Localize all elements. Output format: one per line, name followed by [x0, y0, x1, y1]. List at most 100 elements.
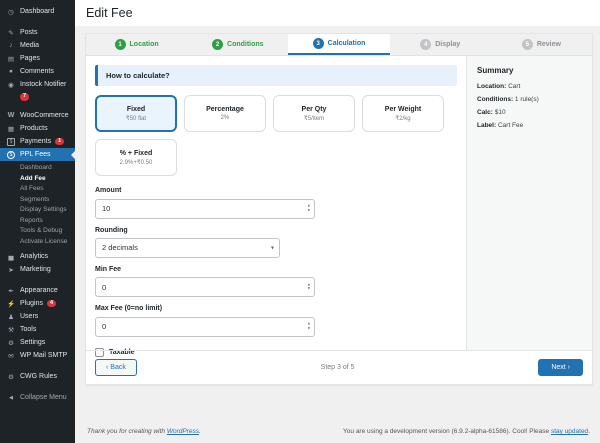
products-icon: ▦ [7, 125, 15, 133]
step-number-circle: 1 [114, 39, 126, 50]
submenu-item-segments[interactable]: Segments [20, 195, 50, 203]
amount-label: Amount [95, 187, 122, 194]
sidebar-item-wp-mail-smtp[interactable]: ✉ WP Mail SMTP [0, 349, 75, 362]
wizard-steps: 1 Location 2 Conditions 3 Calculation 4 … [86, 34, 592, 56]
sidebar-item-products[interactable]: ▦ Products [0, 122, 75, 135]
gear-icon: ⚙ [8, 373, 14, 381]
number-spinner-icon[interactable]: ▴ ▾ [307, 202, 310, 213]
sidebar-item-instock-notifier[interactable]: ◉ Instock Notifier [0, 78, 75, 91]
step-conditions[interactable]: 2 Conditions [187, 34, 288, 55]
step-indicator: Step 3 of 5 [320, 364, 355, 371]
payments-badge: 1 [55, 137, 65, 146]
collapse-arrow-icon: ◀ [9, 394, 13, 401]
woocommerce-icon: W [7, 112, 15, 119]
sidebar-item-collapse-menu[interactable]: ◀ Collapse Menu [0, 391, 75, 404]
step-display[interactable]: 4 Display [390, 34, 491, 55]
wordpress-link[interactable]: WordPress [166, 428, 200, 435]
admin-sidebar: ◷ Dashboard ✎ Posts ♪ Media ▤ Pages ● Co… [0, 0, 75, 443]
sidebar-item-cwg-rules[interactable]: ⚙ CWG Rules [0, 370, 75, 383]
submenu-item-activate-license[interactable]: Activate License [20, 237, 68, 245]
number-spinner-icon[interactable]: ▴ ▾ [307, 320, 310, 331]
footer-version-suffix: . [588, 428, 590, 435]
submenu-item-reports[interactable]: Reports [20, 216, 43, 224]
footer-version-prefix: You are using a development version (6.9… [343, 428, 551, 435]
sidebar-item-settings[interactable]: ⚙ Settings [0, 336, 75, 349]
method-card-percentage[interactable]: Percentage 2% [184, 95, 266, 132]
submenu-item-tools-debug[interactable]: Tools & Debug [20, 227, 63, 234]
sidebar-item-pages[interactable]: ▤ Pages [0, 52, 75, 65]
summary-row-calc: Calc: $10 [477, 109, 582, 116]
summary-key: Calc: [477, 109, 493, 116]
page-header: Edit Fee [75, 0, 600, 26]
step-label: Location [129, 41, 159, 48]
sidebar-item-ppl-fees[interactable]: $ PPL Fees [0, 148, 75, 161]
admin-footer: Thank you for creating with WordPress. Y… [75, 428, 600, 443]
min-fee-label: Min Fee [95, 265, 122, 273]
next-button[interactable]: Next › [538, 359, 583, 376]
step-label: Display [435, 41, 461, 48]
method-card-fixed[interactable]: Fixed ₹50 flat [95, 95, 177, 132]
sidebar-item-media[interactable]: ♪ Media [0, 39, 75, 52]
step-review[interactable]: 5 Review [491, 34, 592, 55]
method-subtitle: ₹5/item [303, 115, 325, 122]
sidebar-item-analytics[interactable]: ▅ Analytics [0, 250, 75, 263]
settings-icon: ⚙ [8, 339, 14, 347]
chevron-down-icon: ▾ [270, 245, 274, 251]
footer-thanks-text: Thank you for creating with WordPress. [87, 428, 201, 435]
method-title: Per Weight [384, 105, 422, 113]
step-number-circle: 3 [312, 38, 324, 49]
step-calculation[interactable]: 3 Calculation [288, 34, 390, 55]
method-card-per-qty[interactable]: Per Qty ₹5/item [273, 95, 355, 132]
submenu-item-all-fees[interactable]: All Fees [20, 185, 44, 192]
step-location[interactable]: 1 Location [86, 34, 187, 55]
sidebar-item-dashboard[interactable]: ◷ Dashboard [0, 5, 75, 18]
min-fee-input[interactable] [95, 277, 315, 297]
sidebar-item-label: Settings [20, 339, 46, 346]
method-card-per-weight[interactable]: Per Weight ₹2/kg [362, 95, 444, 132]
method-title: Per Qty [301, 105, 327, 113]
submenu-item-add-fee[interactable]: Add Fee [20, 174, 46, 182]
submenu-item-dashboard[interactable]: Dashboard [20, 164, 52, 171]
max-fee-input[interactable] [95, 316, 315, 337]
method-card-percent-plus-fixed[interactable]: % + Fixed 2.9%+₹0.50 [95, 139, 177, 176]
summary-row-label: Label: Cart Fee [477, 122, 582, 129]
sidebar-item-label: Marketing [20, 266, 51, 273]
summary-value: $10 [494, 109, 506, 116]
sidebar-item-woocommerce[interactable]: W WooCommerce [0, 109, 75, 122]
number-spinner-icon[interactable]: ▴ ▾ [307, 281, 310, 291]
sidebar-item-users[interactable]: ♟ Users [0, 310, 75, 323]
sidebar-item-payments[interactable]: $ Payments 1 [0, 135, 75, 148]
taxable-checkbox[interactable] [95, 347, 104, 357]
sidebar-separator [0, 276, 75, 284]
footer-thanks-suffix: . [199, 428, 201, 435]
step-label: Review [536, 41, 561, 48]
tools-icon: ⚒ [8, 326, 14, 334]
media-icon: ♪ [9, 42, 13, 49]
marketing-icon: ➤ [8, 266, 14, 274]
appearance-icon: ✒ [8, 287, 14, 295]
taxable-field-group: Taxable [95, 347, 457, 357]
back-button[interactable]: ‹ Back [95, 359, 137, 376]
submenu-item-display-settings[interactable]: Display Settings [20, 206, 67, 213]
stay-updated-link[interactable]: stay updated [550, 428, 589, 435]
sidebar-item-marketing[interactable]: ➤ Marketing [0, 263, 75, 276]
plugins-icon: ⚡ [6, 300, 16, 308]
summary-panel: Summary Location: Cart Conditions: 1 rul… [466, 56, 592, 350]
sidebar-item-comments[interactable]: ● Comments [0, 65, 75, 78]
sidebar-separator [0, 383, 75, 391]
sidebar-item-label: Dashboard [20, 8, 55, 15]
sidebar-item-label: Tools [20, 326, 37, 333]
method-subtitle: 2% [220, 115, 230, 121]
min-fee-field-group: Min Fee ▴▾ [95, 265, 457, 297]
sidebar-item-label: Collapse Menu [20, 394, 67, 401]
sidebar-item-posts[interactable]: ✎ Posts [0, 26, 75, 39]
instock-notifier-badge-row: 7 [0, 91, 75, 101]
sidebar-separator [0, 362, 75, 370]
rounding-select[interactable]: 2 decimals ▾ [95, 237, 280, 258]
sidebar-item-label: Analytics [20, 253, 49, 260]
sidebar-item-label: Appearance [20, 287, 58, 294]
amount-input[interactable] [95, 198, 315, 219]
sidebar-item-appearance[interactable]: ✒ Appearance [0, 284, 75, 297]
sidebar-item-tools[interactable]: ⚒ Tools [0, 323, 75, 336]
sidebar-item-plugins[interactable]: ⚡ Plugins 4 [0, 297, 75, 310]
